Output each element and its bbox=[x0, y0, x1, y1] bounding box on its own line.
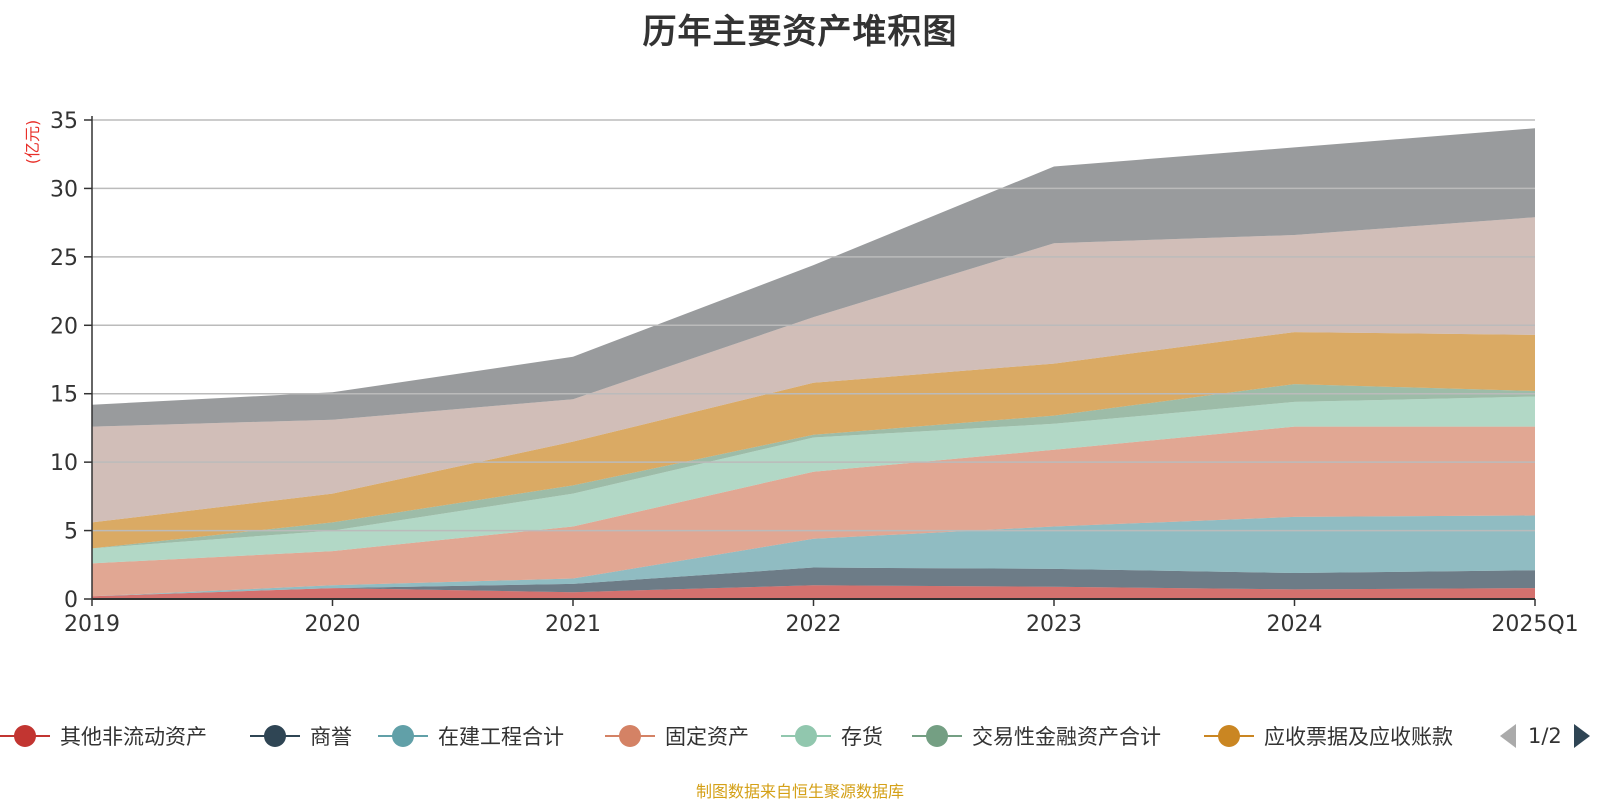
x-tick-label: 2019 bbox=[64, 612, 120, 637]
x-tick-label: 2024 bbox=[1267, 612, 1323, 637]
y-tick-label: 15 bbox=[50, 383, 78, 408]
pager-text: 1/2 bbox=[1528, 724, 1562, 748]
legend-pager: 1/2 bbox=[1498, 716, 1592, 756]
x-tick-label: 2025Q1 bbox=[1491, 612, 1578, 637]
chart-title: 历年主要资产堆积图 bbox=[642, 12, 958, 52]
x-tick-label: 2020 bbox=[305, 612, 361, 637]
legend-label: 应收票据及应收账款 bbox=[1264, 725, 1453, 749]
x-tick-label: 2021 bbox=[545, 612, 601, 637]
y-tick-label: 0 bbox=[64, 588, 78, 613]
area-series-1 bbox=[92, 567, 1535, 597]
legend-item-0[interactable]: 其他非流动资产 bbox=[0, 716, 207, 756]
legend-label: 其他非流动资产 bbox=[60, 725, 207, 749]
stacked-area-chart: 0 5 10 15 20 25 30 35 2019 2020 2021 2022 2023 2024 20… bbox=[23, 109, 1579, 637]
legend-label: 固定资产 bbox=[665, 725, 749, 749]
y-tick-label: 5 bbox=[64, 520, 78, 545]
legend-item-2[interactable]: 在建工程合计 bbox=[378, 716, 564, 756]
legend-item-1[interactable]: 商誉 bbox=[250, 716, 352, 756]
legend-label: 商誉 bbox=[310, 725, 352, 749]
area-series-8 bbox=[92, 128, 1535, 427]
legend-item-3[interactable]: 固定资产 bbox=[605, 716, 749, 756]
area-series-3 bbox=[92, 426, 1535, 597]
y-tick-label: 35 bbox=[50, 109, 78, 134]
y-tick-label: 20 bbox=[50, 314, 78, 339]
legend-item-6[interactable]: 应收票据及应收账款 bbox=[1204, 716, 1453, 756]
x-tick-label: 2022 bbox=[786, 612, 842, 637]
legend-marker-icon bbox=[781, 725, 831, 747]
y-axis-label: (亿元) bbox=[23, 120, 42, 165]
area-series-5 bbox=[92, 384, 1535, 549]
legend-label: 在建工程合计 bbox=[438, 725, 564, 749]
legend-item-4[interactable]: 存货 bbox=[781, 716, 883, 756]
area-series-6 bbox=[92, 332, 1535, 549]
legend-marker-icon bbox=[912, 725, 962, 747]
x-tick-label: 2023 bbox=[1026, 612, 1082, 637]
legend-label: 交易性金融资产合计 bbox=[972, 725, 1161, 749]
legend-marker-icon bbox=[0, 725, 50, 747]
area-series-2 bbox=[92, 515, 1535, 597]
y-tick-label: 30 bbox=[50, 177, 78, 202]
legend-label: 存货 bbox=[841, 725, 883, 749]
next-page-icon[interactable] bbox=[1572, 722, 1592, 750]
area-series-0 bbox=[92, 585, 1535, 599]
legend-marker-icon bbox=[378, 725, 428, 747]
area-series-7 bbox=[92, 217, 1535, 523]
axes: 0 5 10 15 20 25 30 35 2019 2020 2021 2022 2023 2024 20… bbox=[50, 109, 1579, 637]
y-tick-label: 10 bbox=[50, 451, 78, 476]
legend-marker-icon bbox=[1204, 725, 1254, 747]
area-series-4 bbox=[92, 396, 1535, 564]
legend-item-5[interactable]: 交易性金融资产合计 bbox=[912, 716, 1161, 756]
prev-page-icon[interactable] bbox=[1498, 722, 1518, 750]
legend-marker-icon bbox=[605, 725, 655, 747]
y-tick-label: 25 bbox=[50, 246, 78, 271]
source-note: 制图数据来自恒生聚源数据库 bbox=[695, 782, 904, 801]
series-areas bbox=[92, 128, 1535, 599]
chart-legend: 其他非流动资产 商誉 在建工程合计 固定资产 存货 交易性金融资产合计 应收票据及应收账款 bbox=[0, 716, 1600, 756]
legend-marker-icon bbox=[250, 725, 300, 747]
